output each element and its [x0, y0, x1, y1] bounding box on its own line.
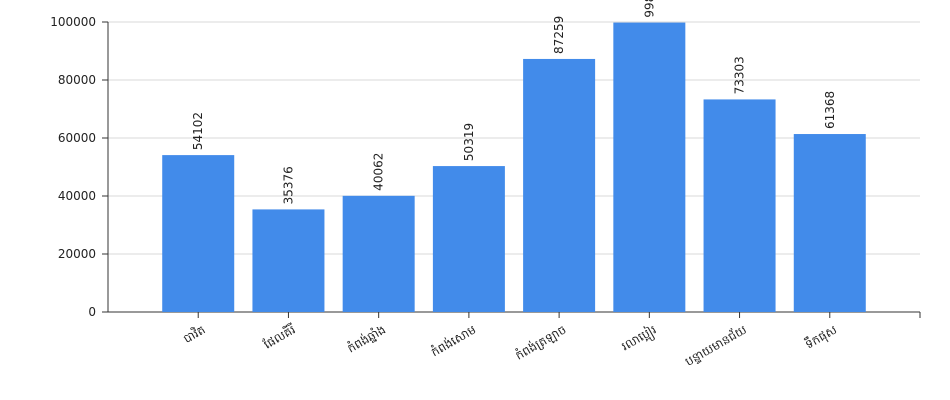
bar — [793, 134, 866, 312]
x-tick-label: បន្ទាយមានជ័យ — [682, 322, 749, 369]
bar — [523, 58, 596, 312]
y-tick-label: 40000 — [58, 189, 96, 203]
y-tick-label: 0 — [88, 305, 96, 319]
value-label: 40062 — [372, 153, 386, 191]
bar — [342, 195, 415, 312]
value-label: 50319 — [462, 123, 476, 161]
bar — [162, 155, 235, 312]
value-label: 35376 — [281, 166, 295, 204]
value-label: 54102 — [191, 112, 205, 150]
value-label: 87259 — [552, 16, 566, 54]
y-tick-label: 80000 — [58, 73, 96, 87]
x-tick-label: កំពង់សោម — [428, 321, 479, 359]
bar — [432, 166, 505, 312]
value-label: 61368 — [823, 91, 837, 129]
bar — [252, 209, 325, 312]
y-tick-label: 100000 — [50, 15, 96, 29]
x-tick-label: ទឹកផុស — [802, 322, 840, 353]
x-tick-label: បាវិត — [180, 322, 207, 346]
x-tick-label: រលាប្អៀរ — [619, 322, 661, 357]
x-tick-label: កំពង់ឆ្នាំង — [344, 322, 388, 356]
bar — [703, 99, 776, 313]
y-tick-label: 60000 — [58, 131, 96, 145]
x-tick-label: កំពង់ត្រឡាច — [512, 322, 568, 363]
bar — [613, 22, 686, 313]
y-tick-label: 20000 — [58, 247, 96, 261]
value-label: 73303 — [733, 56, 747, 94]
value-label: 99800 — [642, 0, 656, 18]
x-tick-label: ផែលគីរី — [261, 322, 298, 352]
